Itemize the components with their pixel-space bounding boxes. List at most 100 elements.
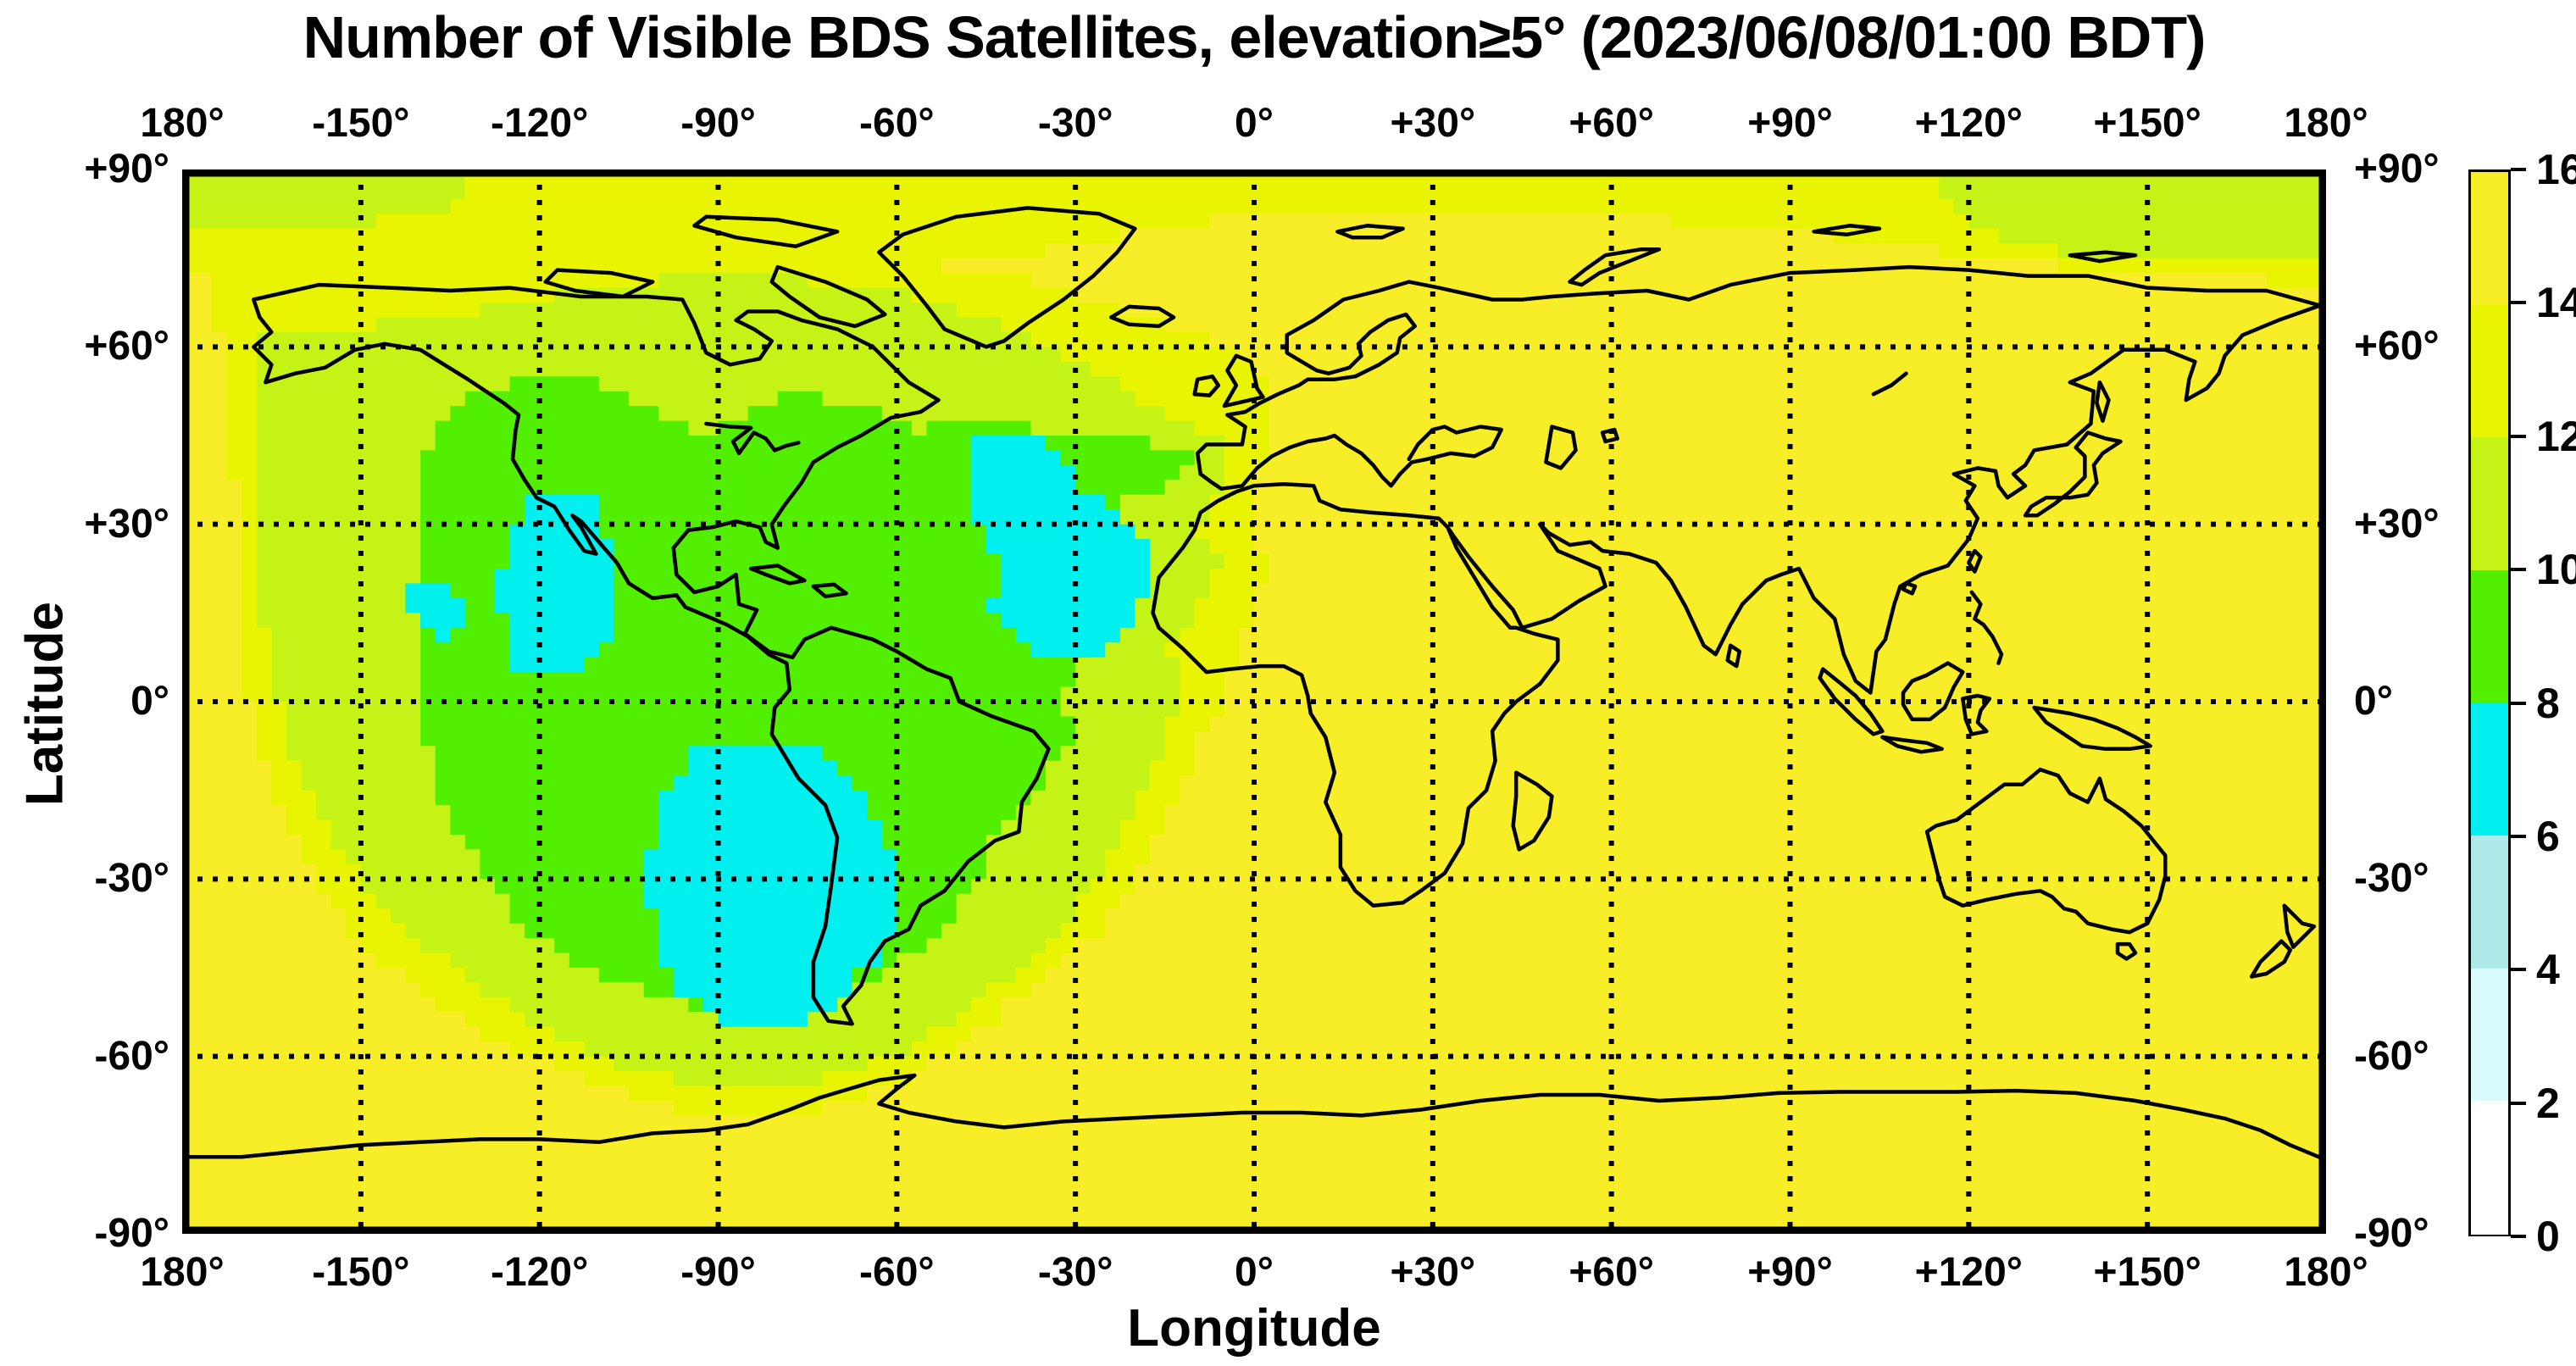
- coastline-aral-sea: [1600, 427, 1619, 444]
- coastline-japan: [2023, 430, 2123, 518]
- x-tick-label-bottom: +120°: [1914, 1250, 2023, 1295]
- y-tick-label-left: +30°: [84, 501, 169, 547]
- coastline-new-zealand-north: [2282, 903, 2317, 949]
- x-tick-label-top: -30°: [1037, 101, 1113, 146]
- x-axis-label: Longitude: [1127, 1299, 1381, 1358]
- x-tick-label-bottom: 0°: [1235, 1250, 1274, 1295]
- colorbar-segment-10-12: [2471, 437, 2508, 571]
- coastline-lake-baikal: [1871, 371, 1908, 397]
- x-tick-label-bottom: -150°: [312, 1250, 410, 1295]
- coastline-java: [1880, 735, 1944, 754]
- contour-region-east-pacific-cyan: [495, 494, 614, 673]
- colorbar-tick-label: 6: [2536, 812, 2560, 860]
- x-tick-label-bottom: 180°: [140, 1250, 225, 1295]
- x-tick-label-top: -60°: [859, 101, 935, 146]
- coastline-arabia-africa-coast: [1151, 481, 1607, 908]
- coastline-europe-coast: [1195, 280, 1503, 491]
- y-tick-label-left: -90°: [94, 1211, 169, 1256]
- map-content: [182, 169, 2326, 1234]
- coastline-red-sea-west-coast: [1446, 525, 1513, 630]
- chart-title: Number of Visible BDS Satellites, elevat…: [303, 4, 2207, 70]
- x-tick-label-top: 0°: [1235, 101, 1274, 146]
- colorbar-tick-label: 16: [2536, 146, 2576, 193]
- x-tick-label-bottom: +60°: [1568, 1250, 1654, 1295]
- contour-region-south-america-cyan: [643, 746, 897, 1027]
- coastline-sulawesi: [1961, 693, 1992, 736]
- coastline-svalbard: [1335, 224, 1405, 240]
- coastlines: [182, 206, 2326, 1163]
- contour-region-arctic-ne-corner: [1924, 169, 2326, 258]
- colorbar-tick-mark: [2511, 968, 2526, 972]
- y-tick-label-right: +60°: [2354, 324, 2440, 369]
- coastline-victoria-island: [543, 268, 655, 299]
- x-tick-label-top: -120°: [491, 101, 589, 146]
- y-tick-label-left: -60°: [94, 1033, 169, 1079]
- x-tick-label-bottom: +90°: [1747, 1250, 1833, 1295]
- colorbar-segment-12-14: [2471, 304, 2508, 438]
- x-tick-label-bottom: +30°: [1390, 1250, 1476, 1295]
- coastline-hispaniola: [811, 582, 848, 599]
- x-tick-label-top: +60°: [1568, 101, 1654, 146]
- colorbar-tick-label: 4: [2536, 946, 2560, 994]
- colorbar-tick-label: 0: [2536, 1213, 2560, 1260]
- coastline-new-guinea: [2032, 705, 2152, 752]
- contour-region-arctic-band: [182, 169, 2326, 288]
- x-tick-label-top: +90°: [1747, 101, 1833, 146]
- y-tick-label-right: -30°: [2354, 856, 2429, 902]
- y-tick-label-left: -30°: [94, 856, 169, 902]
- colorbar-segment-2-4: [2471, 968, 2508, 1102]
- coastline-novaya-zemlya: [1568, 247, 1662, 287]
- coastline-hainan: [1901, 581, 1918, 596]
- x-tick-label-bottom: -90°: [680, 1250, 756, 1295]
- coastline-borneo: [1901, 661, 1965, 722]
- contour-region-atlantic-cyan: [971, 436, 1150, 658]
- y-tick-label-right: -90°: [2354, 1211, 2429, 1256]
- coastline-great-britain: [1222, 353, 1265, 408]
- y-tick-label-right: +30°: [2354, 501, 2440, 547]
- world-map-canvas: [182, 169, 2326, 1234]
- x-tick-label-bottom: +150°: [2093, 1250, 2201, 1295]
- coastline-east-asia-coast: [1538, 303, 2323, 695]
- colorbar-segment-4-6: [2471, 836, 2508, 969]
- coastline-new-siberian-islands: [2068, 250, 2138, 264]
- coastline-tasmania: [2115, 941, 2138, 961]
- graticule-gridlines: [182, 169, 2326, 1234]
- colorbar-tick-mark: [2511, 701, 2526, 705]
- coastline-new-zealand-south: [2249, 939, 2293, 979]
- coastline-sakhalin: [2095, 380, 2111, 423]
- x-tick-label-top: 180°: [2284, 101, 2368, 146]
- coastline-ireland: [1192, 374, 1221, 397]
- coastline-caspian-sea: [1544, 425, 1578, 470]
- y-tick-label-right: -60°: [2354, 1033, 2429, 1079]
- coastline-severnaya-zemlya: [1812, 224, 1882, 237]
- colorbar-segment-6-8: [2471, 702, 2508, 836]
- coastline-ellesmere-island: [692, 214, 840, 248]
- colorbar: [2468, 169, 2511, 1236]
- y-tick-label-right: +90°: [2354, 147, 2440, 192]
- x-tick-label-top: -150°: [312, 101, 410, 146]
- coastline-madagascar: [1511, 770, 1554, 852]
- x-tick-label-top: +120°: [1914, 101, 2023, 146]
- coastline-sumatra: [1818, 667, 1885, 736]
- contour-regions: [182, 169, 2326, 1116]
- contour-region-small-pacific-cyan-spot: [405, 583, 465, 643]
- coastline-taiwan: [1967, 548, 1983, 574]
- colorbar-segment-8-10: [2471, 569, 2508, 703]
- colorbar-tick-mark: [2511, 1101, 2526, 1105]
- y-tick-label-left: 0°: [130, 679, 169, 724]
- colorbar-tick-mark: [2511, 1235, 2526, 1238]
- x-tick-label-top: +150°: [2093, 101, 2201, 146]
- y-tick-label-right: 0°: [2354, 679, 2393, 724]
- x-tick-label-bottom: -30°: [1037, 1250, 1113, 1295]
- contour-region-arctic-nw-corner: [182, 169, 465, 229]
- colorbar-tick-label: 14: [2536, 279, 2576, 327]
- colorbar-tick-mark: [2511, 301, 2526, 305]
- y-tick-label-left: +90°: [84, 147, 169, 192]
- coastline-eurasia-arctic-coast: [1407, 264, 2323, 308]
- coastline-australia: [1924, 767, 2168, 935]
- coastline-iceland: [1109, 304, 1176, 329]
- colorbar-segment-14-16: [2471, 172, 2508, 306]
- coastline-sri-lanka: [1725, 643, 1742, 669]
- x-tick-label-top: +30°: [1390, 101, 1476, 146]
